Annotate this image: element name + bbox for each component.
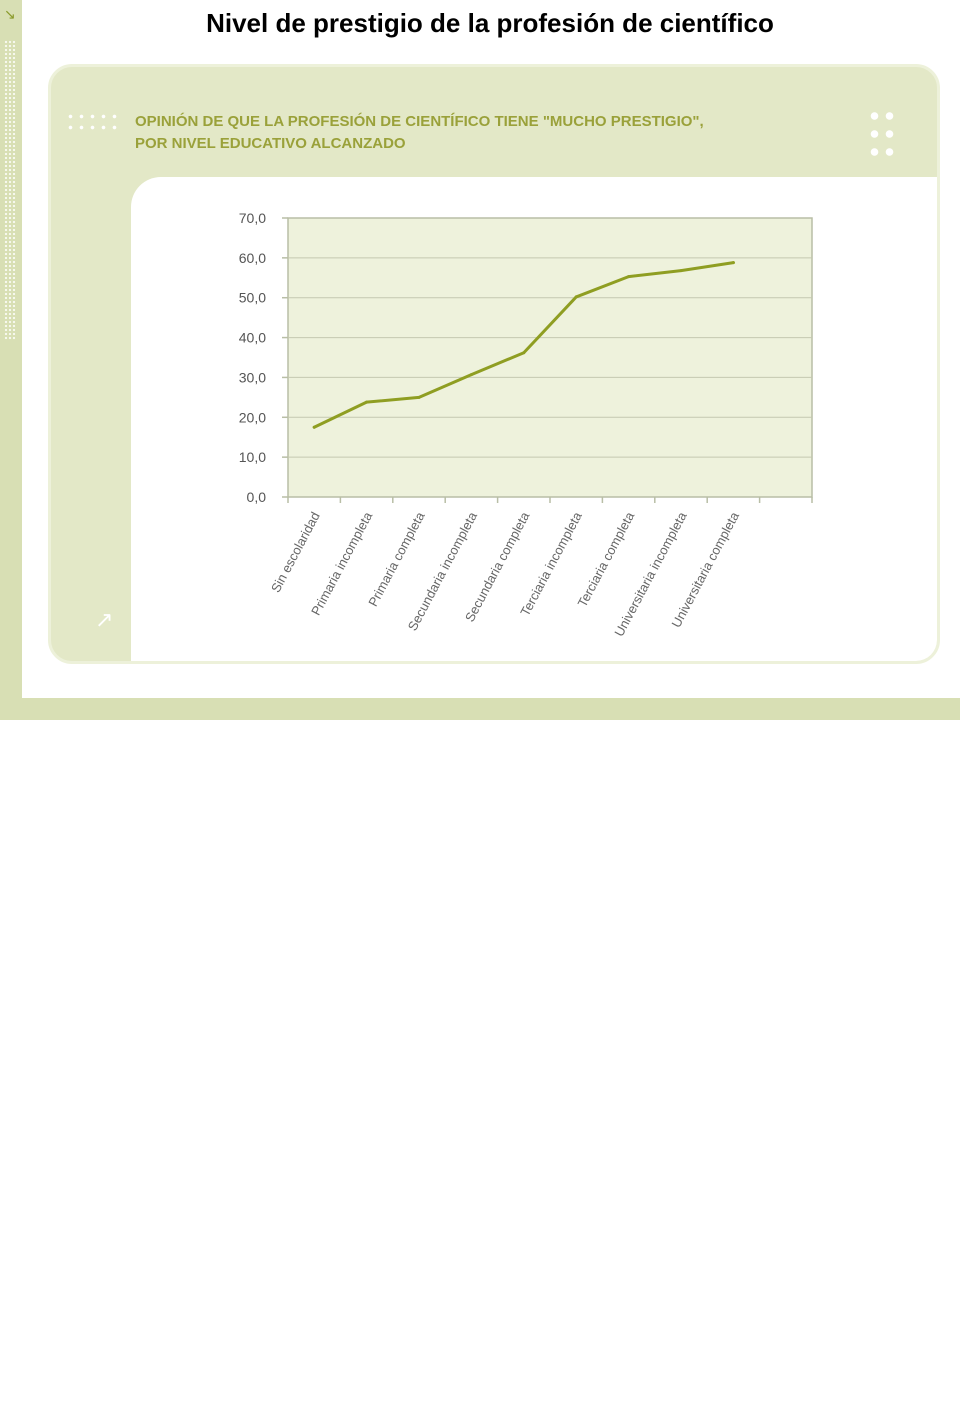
data-point (731, 261, 735, 265)
chart-title-line1: OPINIÓN DE QUE LA PROFESIÓN DE CIENTÍFIC… (135, 113, 704, 130)
arrow-up-right-icon: ↗ (95, 607, 114, 632)
plot-area (287, 217, 813, 498)
y-tick-label: 30,0 (239, 369, 266, 385)
page-title: Nivel de prestigio de la profesión de ci… (206, 8, 774, 38)
left-decorative-strip (0, 0, 22, 720)
line-chart: 0,0 10,0 20,0 30,0 40,0 50,0 60,0 70,0 Sin escol… (239, 210, 813, 639)
x-tick-label: Primaria completa (365, 509, 428, 609)
y-tick-label: 60,0 (239, 250, 266, 266)
y-tick-label: 70,0 (239, 210, 266, 226)
y-tick-label: 0,0 (247, 489, 267, 505)
data-point (365, 400, 369, 404)
data-point (312, 425, 316, 429)
chart-title-line2: POR NIVEL EDUCATIVO ALCANZADO (135, 135, 406, 152)
y-tick-label: 20,0 (239, 409, 266, 425)
arrow-down-right-icon: ↘ (4, 6, 16, 22)
y-tick-label: 50,0 (239, 290, 266, 306)
left-dot-pattern (4, 40, 16, 340)
data-point (574, 295, 578, 299)
chart-title: OPINIÓN DE QUE LA PROFESIÓN DE CIENTÍFIC… (135, 111, 835, 155)
x-tick-label: Terciaria completa (574, 509, 637, 610)
data-point (522, 351, 526, 355)
y-tick-label: 10,0 (239, 449, 266, 465)
data-point (469, 373, 473, 377)
data-point (679, 269, 683, 273)
y-tick-label: 40,0 (239, 330, 266, 346)
panel-dot-pattern-left (65, 111, 119, 133)
data-point (627, 275, 631, 279)
bottom-dot-pattern (924, 1406, 948, 1414)
data-point (417, 395, 421, 399)
x-tick-label: Sin escolaridad (268, 509, 323, 595)
panel-dot-pattern-right (867, 107, 897, 157)
